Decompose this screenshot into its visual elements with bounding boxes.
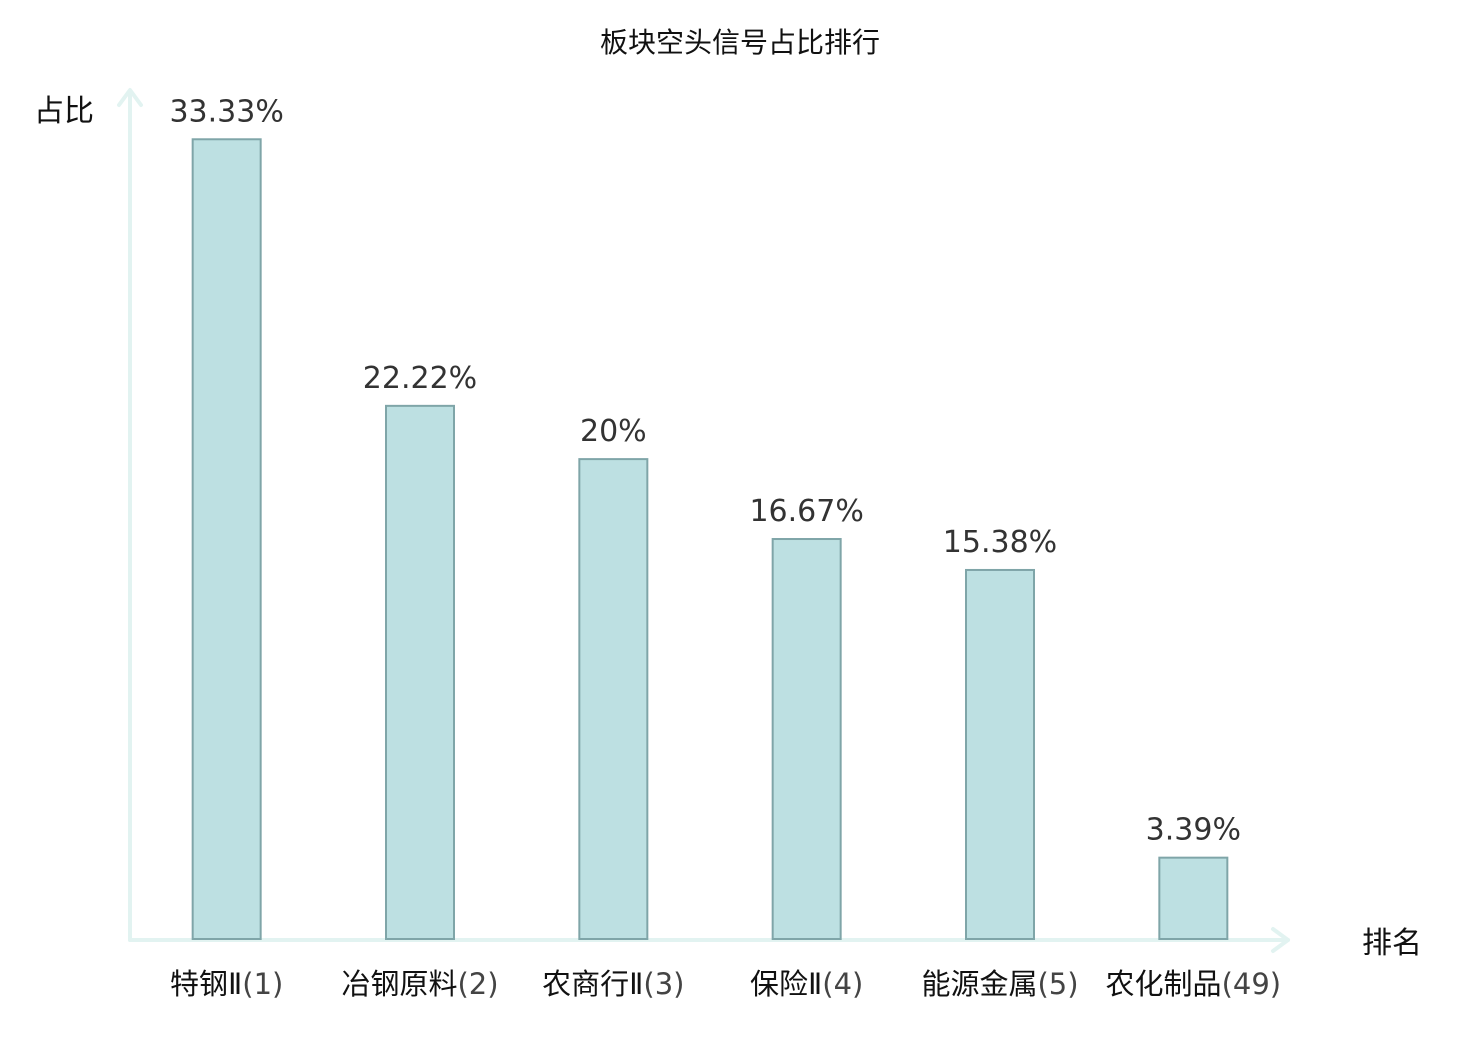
category-rank: (49) [1222, 967, 1282, 1001]
bar-series [191, 138, 1229, 940]
data-label: 15.38% [943, 525, 1057, 560]
chart-title: 板块空头信号占比排行 [600, 26, 880, 59]
data-label: 22.22% [363, 361, 477, 396]
bar [771, 538, 842, 940]
category-name: 农化制品 [1106, 967, 1222, 1001]
category-name: 保险Ⅱ [750, 967, 822, 1001]
category-rank: (4) [822, 967, 863, 1001]
category-tick-label: 保险Ⅱ(4) [750, 967, 863, 1001]
bar [385, 404, 455, 940]
data-label: 20% [580, 414, 647, 449]
category-tick-label: 特钢Ⅱ(1) [170, 967, 283, 1001]
category-name: 农商行Ⅱ [542, 967, 643, 1001]
bar [578, 458, 649, 940]
data-label: 16.67% [749, 494, 863, 529]
category-rank: (3) [643, 967, 684, 1001]
category-tick-label: 冶钢原料(2) [341, 967, 498, 1001]
bar [1158, 856, 1229, 940]
category-labels: 特钢Ⅱ(1) 冶钢原料(2) 农商行Ⅱ(3) 保险Ⅱ(4) 能源金属(5) 农化制品(49… [170, 967, 1281, 1001]
x-axis-arrow-icon [1271, 927, 1290, 953]
axes [117, 88, 1290, 953]
y-axis-label: 占比 [34, 94, 94, 129]
value-labels: 33.33% 22.22% 20% 16.67% 15.38% 3.39% [169, 94, 1241, 847]
category-rank: (1) [242, 967, 283, 1001]
bar [191, 138, 262, 940]
category-rank: (5) [1037, 967, 1078, 1001]
category-name: 冶钢原料 [341, 967, 457, 1001]
bar [965, 568, 1035, 940]
category-tick-label: 农商行Ⅱ(3) [542, 967, 684, 1001]
data-label: 33.33% [169, 94, 283, 129]
category-tick-label: 能源金属(5) [921, 967, 1078, 1001]
category-name: 能源金属 [921, 967, 1037, 1001]
x-axis-label: 排名 [1362, 926, 1422, 961]
category-name: 特钢Ⅱ [170, 967, 242, 1001]
category-tick-label: 农化制品(49) [1106, 967, 1282, 1001]
data-label: 3.39% [1146, 813, 1241, 848]
category-rank: (2) [457, 967, 498, 1001]
y-axis-arrow-icon [117, 88, 143, 107]
